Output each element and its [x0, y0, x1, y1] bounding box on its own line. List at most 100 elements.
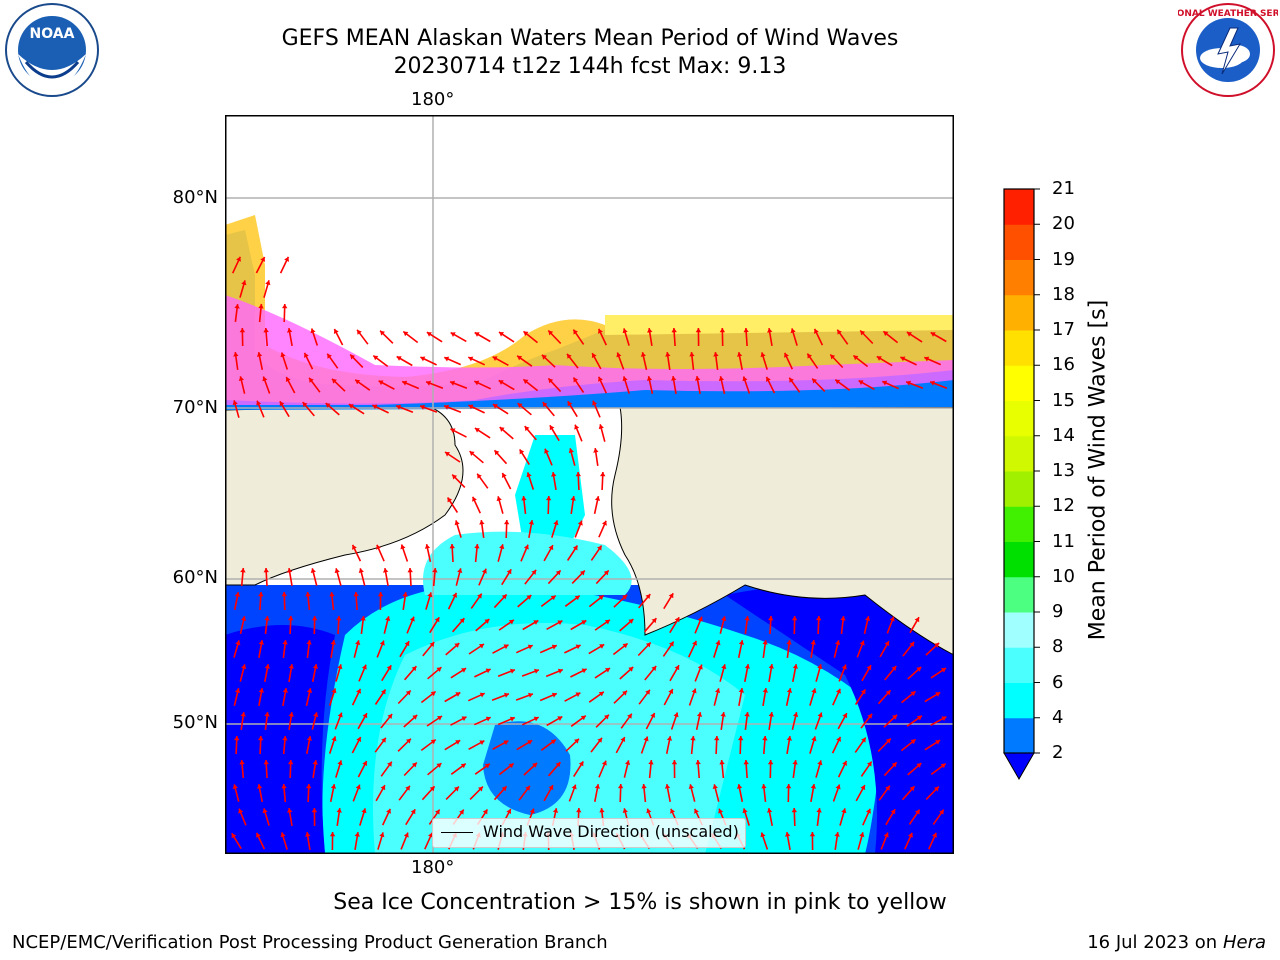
- wind-arrow-head: [885, 738, 891, 744]
- wind-arrow-head: [557, 668, 563, 674]
- wind-arrow-head: [306, 736, 312, 741]
- wind-arrow-head: [641, 784, 647, 789]
- wind-arrow-head: [449, 544, 455, 549]
- wind-arrow-head: [280, 352, 286, 358]
- wind-arrow-head: [645, 594, 651, 599]
- wind-arrow-head: [265, 280, 271, 286]
- wind-arrow-head: [696, 712, 703, 717]
- wind-arrow-head: [604, 619, 610, 625]
- svg-text:NATIONAL WEATHER SERVICE: NATIONAL WEATHER SERVICE: [1178, 9, 1278, 19]
- wind-arrow-head: [602, 520, 607, 526]
- colorbar-segment: [1004, 541, 1034, 578]
- wind-arrow-head: [622, 690, 627, 696]
- wind-arrow-head: [517, 355, 523, 361]
- wind-arrow-head: [508, 619, 514, 625]
- wind-arrow-head: [930, 332, 936, 337]
- wind-arrow-head: [576, 808, 582, 813]
- wind-arrow-head: [830, 354, 836, 360]
- wind-arrow-head: [474, 380, 480, 386]
- wind-arrow-head: [646, 808, 652, 814]
- wind-arrow-head: [548, 785, 554, 791]
- wind-arrow-head: [573, 377, 579, 383]
- wind-arrow-head: [720, 712, 726, 717]
- wind-arrow-head: [628, 667, 634, 672]
- colorbar-ticks: 2 4 6 8 9 10 11 12 13 14 15 16 17 18 19 20 21: [1052, 0, 1092, 960]
- wind-arrow-head: [479, 644, 484, 649]
- wind-arrow-head: [523, 544, 529, 550]
- wind-arrow-head: [646, 376, 653, 381]
- wind-arrow-head: [336, 808, 342, 813]
- wind-arrow-head: [548, 545, 554, 551]
- footer-branch: NCEP/EMC/Verification Post Processing Pr…: [12, 932, 608, 953]
- wind-arrow-head: [377, 592, 384, 597]
- wind-arrow-head: [527, 740, 533, 745]
- wind-arrow-head: [865, 616, 871, 621]
- wind-arrow-head: [310, 328, 316, 334]
- wind-arrow-head: [792, 664, 798, 669]
- wind-arrow-head: [378, 380, 384, 386]
- colorbar-tick-label: 11: [1052, 530, 1075, 552]
- wind-arrow-head: [715, 688, 721, 693]
- wind-arrow-head: [263, 328, 269, 333]
- wind-arrow-head: [792, 760, 798, 765]
- wind-arrow-head: [836, 736, 841, 742]
- wind-arrow-head: [534, 668, 539, 674]
- wind-arrow-head: [866, 808, 871, 814]
- wind-arrow-head: [766, 376, 771, 382]
- wind-arrow-head: [496, 496, 502, 502]
- colorbar-segment: [1004, 330, 1034, 366]
- wind-arrow-head: [234, 736, 240, 741]
- wind-arrow-head: [305, 592, 311, 597]
- wind-arrow-head: [628, 619, 634, 624]
- wind-arrow-head: [402, 592, 408, 597]
- wind-arrow-head: [361, 808, 367, 814]
- wind-arrow-head: [592, 400, 598, 406]
- sea-ice-pink: [225, 295, 954, 405]
- colorbar-tick-label: 15: [1052, 389, 1075, 411]
- wind-arrow-head: [890, 809, 896, 815]
- wind-arrow-head: [594, 784, 600, 789]
- wind-arrow-head: [817, 712, 823, 718]
- wind-arrow-head: [715, 640, 721, 646]
- wind-arrow-head: [665, 352, 671, 357]
- wind-arrow-head: [454, 643, 460, 648]
- wind-arrow-head: [883, 331, 889, 337]
- wind-arrow-head: [622, 376, 628, 382]
- wind-arrow-head: [234, 304, 240, 309]
- wind-arrow-head: [380, 785, 386, 791]
- wind-arrow-head: [651, 618, 657, 624]
- wind-arrow-head: [670, 808, 675, 814]
- wind-arrow-head: [695, 376, 701, 381]
- wind-arrow-head: [262, 376, 268, 382]
- wind-arrow-head: [484, 763, 490, 769]
- wind-arrow-head: [306, 688, 313, 693]
- wind-arrow-head: [410, 809, 416, 815]
- wind-arrow-head: [444, 356, 450, 362]
- wind-arrow-head: [841, 808, 847, 814]
- wind-arrow-head: [485, 716, 491, 722]
- wind-arrow-head: [241, 664, 247, 669]
- wind-arrow-head: [478, 786, 483, 792]
- wind-arrow-head: [914, 617, 920, 623]
- colorbar-segment: [1004, 612, 1034, 648]
- wind-arrow-head: [575, 472, 581, 477]
- wind-arrow-head: [436, 763, 442, 768]
- wind-arrow-head: [605, 668, 610, 673]
- wind-arrow-head: [434, 617, 440, 623]
- wind-arrow-head: [744, 712, 750, 717]
- wind-arrow-head: [450, 332, 456, 337]
- wind-arrow-head: [379, 640, 385, 646]
- wind-arrow-head: [934, 642, 940, 648]
- wind-arrow-head: [532, 762, 538, 768]
- wind-arrow-head: [889, 616, 895, 622]
- wind-arrow-head: [482, 809, 488, 815]
- wind-arrow-head: [861, 737, 866, 743]
- wind-arrow-head: [669, 641, 674, 647]
- wind-arrow-head: [379, 832, 385, 838]
- wind-arrow-head: [571, 784, 577, 790]
- wind-arrow-head: [262, 808, 268, 814]
- wind-arrow-head: [287, 808, 293, 813]
- wind-arrow-head: [233, 352, 239, 357]
- colorbar: [1000, 185, 1050, 785]
- wind-arrow-head: [264, 712, 270, 717]
